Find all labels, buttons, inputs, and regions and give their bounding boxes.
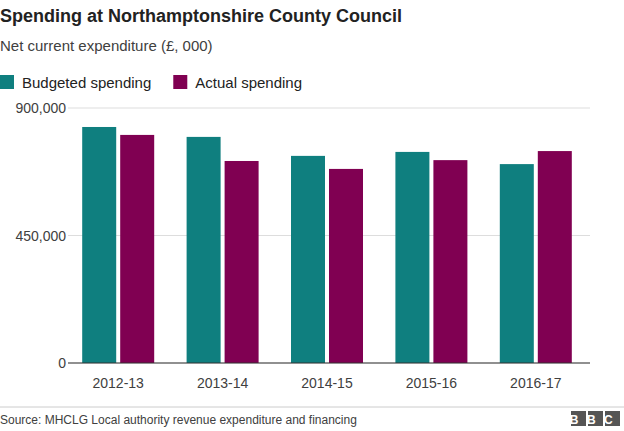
y-tick-label: 450,000 [15,228,66,244]
bar [187,137,221,363]
x-tick-label: 2014-15 [301,375,353,391]
source: Source: MHCLG Local authority revenue ex… [0,413,357,427]
y-tick-label: 900,000 [15,100,66,116]
bar [82,127,116,363]
bar [291,156,325,363]
legend-swatch [0,75,14,89]
x-tick-label: 2015-16 [406,375,458,391]
x-axis-line [68,363,590,364]
legend-label: Actual spending [195,74,302,91]
bar [433,160,467,363]
bar [329,169,363,363]
grid-line [68,108,590,109]
logo-text: BBC [570,413,622,427]
footer-rule [0,407,624,408]
title: Spending at Northamptonshire County Coun… [0,6,402,26]
chart: Spending at Northamptonshire County Coun… [0,0,624,431]
bar [500,164,534,363]
x-tick-label: 2016-17 [510,375,562,391]
bar [395,152,429,363]
bar [538,151,572,363]
y-tick-label: 0 [58,355,66,371]
bars [82,127,572,363]
subtitle: Net current expenditure (£, 000) [0,37,213,54]
bar [225,161,259,363]
legend-label: Budgeted spending [22,74,151,91]
bar [120,135,154,363]
legend-swatch [173,75,187,89]
logo: BBC [570,411,622,427]
x-tick-label: 2012-13 [93,375,145,391]
x-tick-label: 2013-14 [197,375,249,391]
grid-line [68,363,590,364]
